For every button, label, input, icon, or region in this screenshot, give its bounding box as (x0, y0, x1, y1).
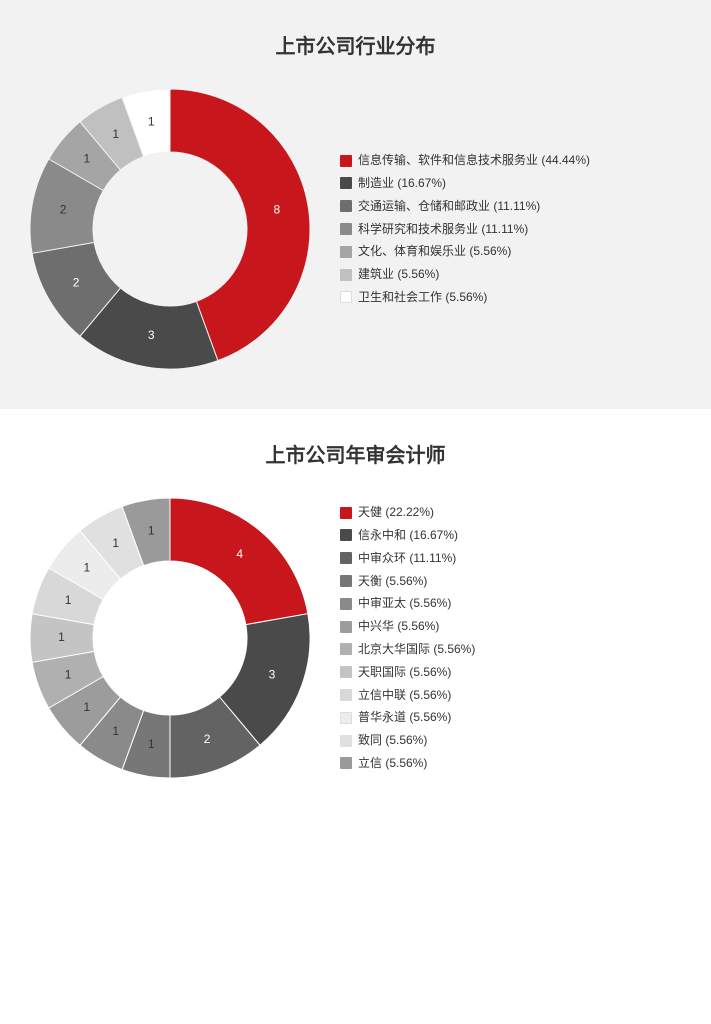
legend-row: 制造业 (16.67%) (340, 175, 590, 192)
legend-swatch (340, 155, 352, 167)
legend-row: 中审亚太 (5.56%) (340, 595, 475, 612)
legend-label: 卫生和社会工作 (5.56%) (358, 289, 487, 306)
legend-swatch (340, 666, 352, 678)
legend-row: 立信中联 (5.56%) (340, 687, 475, 704)
chart2-title: 上市公司年审会计师 (20, 439, 691, 468)
legend-swatch (340, 689, 352, 701)
slice-value-label: 1 (148, 737, 155, 751)
slice-value-label: 1 (65, 593, 72, 607)
legend-row: 致同 (5.56%) (340, 732, 475, 749)
slice-value-label: 8 (274, 202, 281, 216)
legend-row: 中审众环 (11.11%) (340, 550, 475, 567)
legend-row: 信永中和 (16.67%) (340, 527, 475, 544)
chart1-legend: 信息传输、软件和信息技术服务业 (44.44%) 制造业 (16.67%) 交通运输… (340, 152, 590, 306)
slice-value-label: 4 (236, 547, 243, 561)
slice-value-label: 1 (148, 114, 155, 128)
legend-label: 立信 (5.56%) (358, 755, 427, 772)
auditor-panel: 上市公司年审会计师 4 3 2 1 1 1 1 1 1 1 1 1 天健 (22.22%) 信永中和 (… (0, 409, 711, 818)
chart2-donut: 4 3 2 1 1 1 1 1 1 1 1 1 (20, 488, 320, 788)
slice-value-label: 1 (65, 667, 72, 681)
legend-row: 交通运输、仓储和邮政业 (11.11%) (340, 198, 590, 215)
legend-swatch (340, 757, 352, 769)
slice-value-label: 3 (269, 667, 276, 681)
legend-label: 天职国际 (5.56%) (358, 664, 451, 681)
slice-value-label: 2 (73, 275, 80, 289)
slice-value-label: 1 (84, 560, 91, 574)
slice-value-label: 2 (204, 732, 211, 746)
legend-swatch (340, 529, 352, 541)
legend-row: 天职国际 (5.56%) (340, 664, 475, 681)
legend-swatch (340, 507, 352, 519)
slice-value-label: 1 (148, 523, 155, 537)
legend-row: 天衡 (5.56%) (340, 573, 475, 590)
legend-label: 中审亚太 (5.56%) (358, 595, 451, 612)
chart1-title: 上市公司行业分布 (20, 30, 691, 59)
legend-label: 中审众环 (11.11%) (358, 550, 456, 567)
legend-swatch (340, 269, 352, 281)
legend-swatch (340, 621, 352, 633)
chart2-legend: 天健 (22.22%) 信永中和 (16.67%) 中审众环 (11.11%) 天衡 … (340, 504, 475, 772)
legend-label: 北京大华国际 (5.56%) (358, 641, 475, 658)
legend-row: 建筑业 (5.56%) (340, 266, 590, 283)
legend-swatch (340, 735, 352, 747)
legend-label: 天健 (22.22%) (358, 504, 434, 521)
legend-row: 普华永道 (5.56%) (340, 709, 475, 726)
legend-swatch (340, 223, 352, 235)
slice-value-label: 1 (84, 151, 91, 165)
legend-swatch (340, 643, 352, 655)
slice-value-label: 2 (60, 202, 67, 216)
legend-label: 天衡 (5.56%) (358, 573, 427, 590)
legend-label: 科学研究和技术服务业 (11.11%) (358, 221, 528, 238)
chart1-row: 8 3 2 2 1 1 1 信息传输、软件和信息技术服务业 (44.44%) 制造业 (16.… (20, 79, 691, 379)
legend-row: 卫生和社会工作 (5.56%) (340, 289, 590, 306)
slice-value-label: 3 (148, 328, 155, 342)
legend-swatch (340, 291, 352, 303)
slice-value-label: 1 (58, 630, 65, 644)
industry-distribution-panel: 上市公司行业分布 8 3 2 2 1 1 1 信息传输、软件和信息技术服务业 (44.44%… (0, 0, 711, 409)
legend-swatch (340, 552, 352, 564)
slice-value-label: 1 (112, 724, 119, 738)
legend-swatch (340, 200, 352, 212)
legend-row: 北京大华国际 (5.56%) (340, 641, 475, 658)
slice-value-label: 1 (84, 700, 91, 714)
legend-row: 天健 (22.22%) (340, 504, 475, 521)
legend-swatch (340, 712, 352, 724)
chart2-row: 4 3 2 1 1 1 1 1 1 1 1 1 天健 (22.22%) 信永中和 (16.67%) 中审众… (20, 488, 691, 788)
legend-label: 致同 (5.56%) (358, 732, 427, 749)
legend-label: 立信中联 (5.56%) (358, 687, 451, 704)
legend-label: 建筑业 (5.56%) (358, 266, 439, 283)
legend-label: 制造业 (16.67%) (358, 175, 446, 192)
chart1-donut: 8 3 2 2 1 1 1 (20, 79, 320, 379)
legend-swatch (340, 246, 352, 258)
legend-row: 文化、体育和娱乐业 (5.56%) (340, 243, 590, 260)
legend-label: 交通运输、仓储和邮政业 (11.11%) (358, 198, 540, 215)
slice-value-label: 1 (112, 127, 119, 141)
legend-label: 信永中和 (16.67%) (358, 527, 458, 544)
legend-swatch (340, 598, 352, 610)
legend-row: 立信 (5.56%) (340, 755, 475, 772)
legend-label: 文化、体育和娱乐业 (5.56%) (358, 243, 511, 260)
legend-swatch (340, 177, 352, 189)
slice-value-label: 1 (112, 536, 119, 550)
legend-swatch (340, 575, 352, 587)
legend-row: 科学研究和技术服务业 (11.11%) (340, 221, 590, 238)
legend-row: 信息传输、软件和信息技术服务业 (44.44%) (340, 152, 590, 169)
legend-row: 中兴华 (5.56%) (340, 618, 475, 635)
legend-label: 信息传输、软件和信息技术服务业 (44.44%) (358, 152, 590, 169)
legend-label: 中兴华 (5.56%) (358, 618, 439, 635)
legend-label: 普华永道 (5.56%) (358, 709, 451, 726)
